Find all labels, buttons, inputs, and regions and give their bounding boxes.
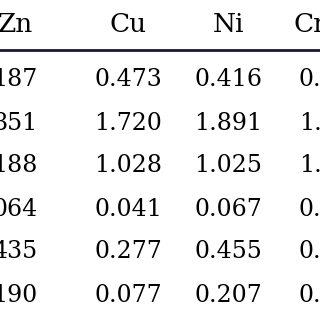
Text: 0.067: 0.067 [194,197,262,220]
Text: 851: 851 [0,111,38,134]
Text: Zn: Zn [0,12,33,37]
Text: 1.028: 1.028 [94,155,162,178]
Text: 0.455: 0.455 [194,241,262,263]
Text: 0.: 0. [299,197,320,220]
Text: 1.: 1. [299,111,320,134]
Text: 1.891: 1.891 [194,111,262,134]
Text: 187: 187 [0,68,38,92]
Text: 0.: 0. [299,284,320,307]
Text: 064: 064 [0,197,38,220]
Text: 1.: 1. [299,155,320,178]
Text: 0.207: 0.207 [194,284,262,307]
Text: 435: 435 [0,241,37,263]
Text: 0.416: 0.416 [194,68,262,92]
Text: 188: 188 [0,155,38,178]
Text: 0.277: 0.277 [94,241,162,263]
Text: 0.: 0. [299,241,320,263]
Text: 1.025: 1.025 [194,155,262,178]
Text: Ni: Ni [212,12,244,37]
Text: 190: 190 [0,284,38,307]
Text: 0.473: 0.473 [94,68,162,92]
Text: 1.720: 1.720 [94,111,162,134]
Text: 0.: 0. [299,68,320,92]
Text: 0.077: 0.077 [94,284,162,307]
Text: 0.041: 0.041 [94,197,162,220]
Text: Cu: Cu [109,12,147,37]
Text: Cr: Cr [294,12,320,37]
